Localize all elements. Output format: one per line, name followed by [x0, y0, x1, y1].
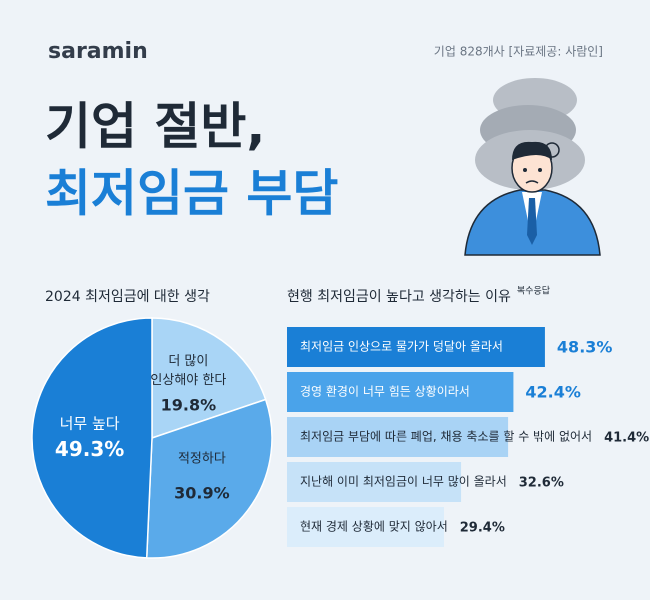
bar-label: 현재 경제 상황에 맞지 않아서 [300, 520, 448, 534]
bar [287, 417, 509, 457]
source: 기업 828개사 [자료제공: 사람인] [434, 45, 603, 59]
bar-label: 최저임금 부담에 따른 폐업, 채용 축소를 할 수 밖에 없어서 [300, 430, 592, 444]
chart-title: 현행 최저임금이 높다고 생각하는 이유 [287, 289, 511, 305]
pie-slice [145, 398, 273, 559]
bar-label: 지난해 이미 최저임금이 너무 많이 올라서 [300, 475, 507, 489]
logo: saramin [48, 39, 148, 64]
chart-subtitle: 복수응답 [517, 285, 550, 297]
illustration [464, 78, 601, 256]
title-line1: 기업 절반, [45, 98, 265, 156]
bar-label: 경영 환경이 너무 힘든 상황이라서 [300, 385, 470, 399]
slice-label: 적정하다 [177, 451, 226, 467]
slice-value: 19.8% [160, 395, 217, 415]
bar [287, 372, 514, 412]
chart-title: 2024 최저임금에 대한 생각 [45, 289, 210, 305]
value-label: 42.4% [525, 383, 581, 402]
value-label: 29.4% [460, 521, 505, 536]
value-label: 41.4% [604, 431, 649, 446]
bar-label: 최저임금 인상으로 물가가 덩달아 올라서 [300, 340, 503, 354]
title-line2: 최저임금 부담 [45, 165, 338, 223]
slice-label: 더 많이 인상해야 한다 [150, 354, 227, 389]
pie-slice [151, 317, 267, 440]
slice-value: 49.3% [54, 436, 125, 461]
slice-label: 너무 높다 [59, 414, 120, 433]
value-label: 48.3% [557, 338, 613, 357]
bar [287, 507, 444, 547]
slice-value: 30.9% [174, 483, 230, 503]
bar [287, 327, 545, 367]
value-label: 32.6% [519, 476, 564, 491]
bar [287, 462, 462, 502]
pie-slice [31, 317, 153, 559]
